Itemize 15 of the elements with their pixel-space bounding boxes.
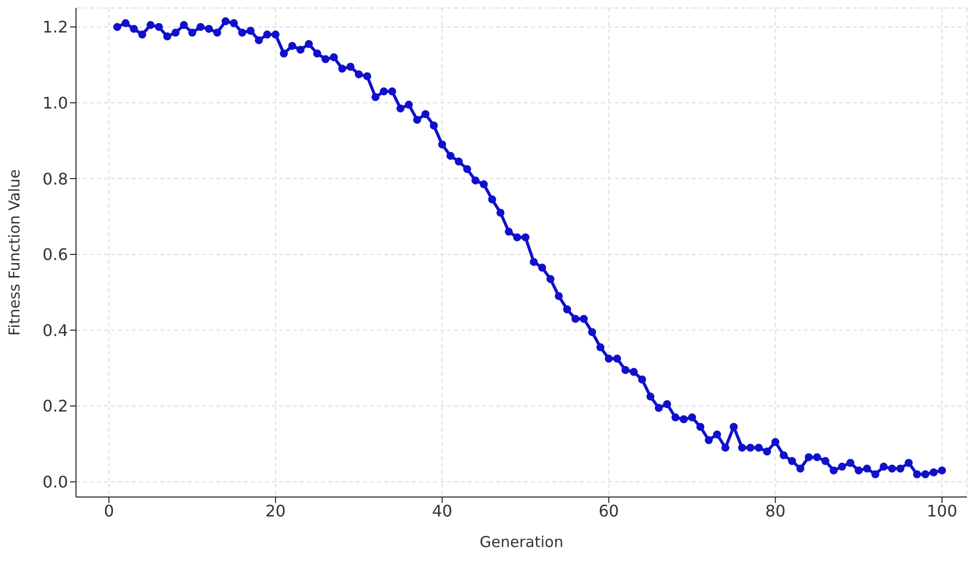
x-tick-label: 100 (926, 501, 958, 520)
y-tick-label: 1.0 (42, 93, 68, 112)
y-tick-label: 1.2 (42, 18, 68, 37)
x-axis-title: Generation (480, 533, 564, 551)
y-tick-label: 0.6 (42, 245, 68, 264)
y-tick-label: 0.8 (42, 169, 68, 188)
x-tick-label: 20 (265, 501, 286, 520)
x-tick-label: 60 (598, 501, 619, 520)
y-tick-label: 0.4 (42, 320, 68, 340)
x-tick-label: 0 (104, 501, 114, 520)
y-tick-label: 0.2 (42, 396, 68, 416)
x-tick-label: 80 (765, 501, 786, 520)
y-tick-label: 0.0 (42, 472, 68, 492)
y-axis-title: Fitness Function Value (5, 169, 24, 336)
x-tick-label: 40 (432, 501, 452, 520)
